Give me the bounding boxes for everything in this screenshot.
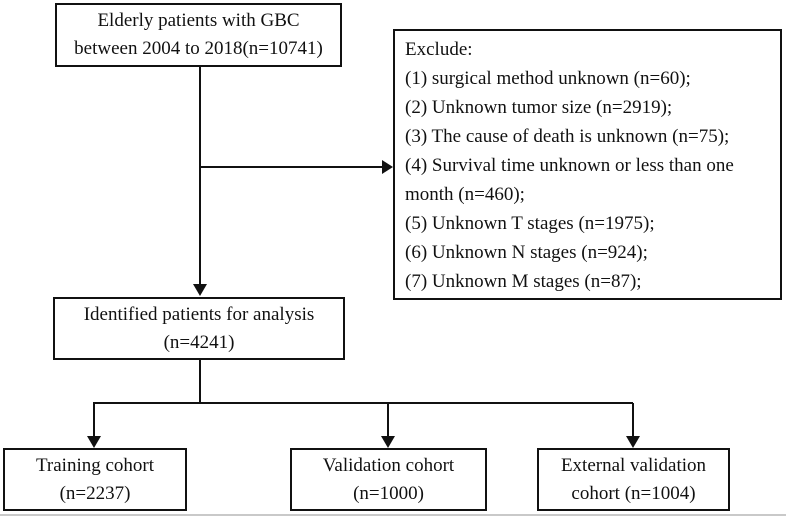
exclusion-title: Exclude:: [405, 39, 473, 60]
arrow-right-icon: [382, 160, 393, 174]
exclusion-item-2: (2) Unknown tumor size (n=2919);: [405, 97, 673, 118]
arrow-down-icon: [626, 436, 640, 448]
exclusion-item-4: (4) Survival time unknown or less than o…: [405, 155, 734, 205]
exclusion-item-6: (6) Unknown N stages (n=924);: [405, 242, 648, 263]
external-validation-cohort-line2: cohort (n=1004): [571, 482, 696, 504]
training-cohort-box: Training cohort (n=2237): [3, 448, 187, 511]
validation-cohort-box: Validation cohort (n=1000): [290, 448, 487, 511]
arrow-down-icon: [193, 284, 207, 296]
identified-patients-line1: Identified patients for analysis: [83, 303, 315, 325]
training-cohort-line2: (n=2237): [59, 482, 131, 504]
external-validation-cohort-line1: External validation: [560, 454, 707, 476]
source-population-box: Elderly patients with GBC between 2004 t…: [55, 3, 342, 67]
exclusion-item-3: (3) The cause of death is unknown (n=75)…: [405, 126, 730, 147]
exclusion-item-5: (5) Unknown T stages (n=1975);: [405, 213, 655, 234]
training-cohort-line1: Training cohort: [35, 454, 155, 476]
validation-cohort-line2: (n=1000): [353, 482, 424, 504]
bottom-divider: [0, 514, 786, 516]
exclusion-criteria-box: Exclude: (1) surgical method unknown (n=…: [393, 29, 782, 300]
source-population-line1: Elderly patients with GBC: [97, 10, 300, 31]
source-population-line2: between 2004 to 2018(n=10741): [74, 38, 323, 59]
exclusion-item-7: (7) Unknown M stages (n=87);: [405, 271, 642, 292]
external-validation-cohort-box: External validation cohort (n=1004): [537, 448, 730, 511]
identified-patients-box: Identified patients for analysis (n=4241…: [53, 297, 345, 360]
arrow-down-icon: [87, 436, 101, 448]
exclusion-item-1: (1) surgical method unknown (n=60);: [405, 68, 691, 89]
identified-patients-line2: (n=4241): [163, 331, 235, 353]
validation-cohort-line1: Validation cohort: [322, 454, 455, 476]
arrow-down-icon: [381, 436, 395, 448]
